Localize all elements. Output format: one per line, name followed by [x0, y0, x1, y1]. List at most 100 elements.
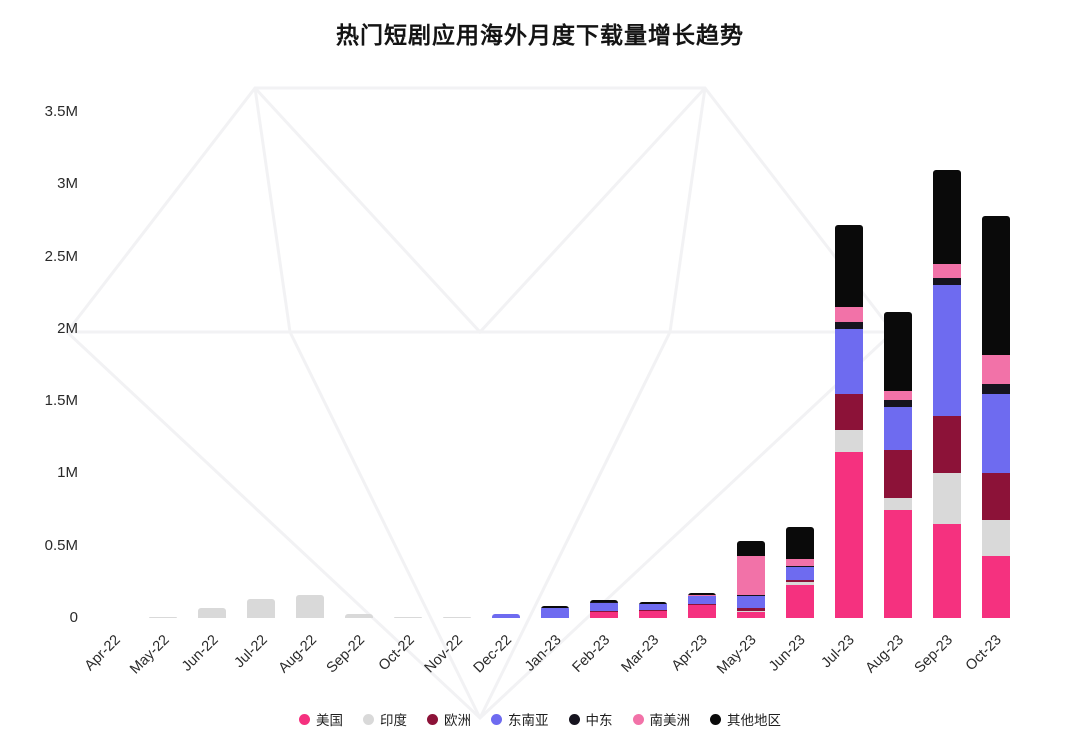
legend-label: 南美洲: [649, 713, 691, 728]
bar-May-23: [736, 541, 765, 618]
legend-label: 印度: [380, 713, 407, 728]
bar-segment-中东: [736, 594, 765, 597]
bar-Dec-22: [492, 613, 521, 618]
x-tick-label: Feb-23: [569, 632, 614, 676]
bar-segment-中东: [687, 595, 716, 597]
bar-Sep-23: [932, 169, 961, 618]
bar-segment-其他地区: [981, 216, 1010, 355]
bar-segment-印度: [198, 607, 227, 618]
bar-Aug-22: [296, 594, 325, 618]
bar-segment-欧洲: [687, 603, 716, 605]
bar-segment-中东: [589, 602, 618, 603]
bar-segment-南美洲: [932, 263, 961, 279]
bar-segment-中东: [883, 399, 912, 407]
x-tick-label: Sep-23: [911, 632, 956, 677]
x-tick-label: Oct-22: [375, 632, 418, 675]
bar-segment-其他地区: [834, 224, 863, 308]
bar-segment-东南亚: [785, 567, 814, 581]
y-tick-label: 0.5M: [44, 536, 78, 554]
bar-segment-南美洲: [785, 558, 814, 566]
bar-segment-东南亚: [492, 613, 521, 618]
bar-segment-南美洲: [883, 391, 912, 400]
legend-dot-icon: [363, 713, 374, 725]
bar-segment-印度: [981, 519, 1010, 556]
bar-segment-印度: [883, 497, 912, 510]
bar-segment-欧洲: [736, 607, 765, 611]
y-tick-label: 1.5M: [44, 392, 78, 410]
bar-segment-美国: [785, 584, 814, 618]
bar-segment-东南亚: [541, 607, 569, 618]
bar-segment-其他地区: [736, 541, 765, 556]
bar-segment-其他地区: [883, 311, 912, 392]
bar-segment-其他地区: [785, 526, 814, 559]
bar-segment-南美洲: [736, 555, 765, 595]
bar-segment-印度: [932, 473, 961, 525]
bar-segment-印度: [834, 430, 863, 452]
legend-item-其他地区: 其他地区: [710, 709, 781, 729]
legend-dot-icon: [299, 713, 310, 725]
bar-segment-印度: [149, 617, 178, 618]
bar-segment-其他地区: [541, 606, 569, 608]
bar-segment-印度: [736, 610, 765, 613]
legend-label: 东南亚: [508, 713, 549, 728]
x-tick-label: Jul-22: [231, 632, 271, 672]
bar-segment-美国: [932, 524, 961, 618]
bar-segment-印度: [247, 599, 276, 618]
bar-segment-东南亚: [687, 596, 716, 604]
bar-Nov-22: [443, 616, 472, 618]
bar-segment-其他地区: [687, 592, 716, 595]
bar-segment-其他地区: [638, 602, 667, 604]
bar-segment-东南亚: [981, 393, 1010, 474]
bar-segment-南美洲: [687, 594, 716, 596]
y-tick-label: 1M: [57, 464, 78, 482]
legend-item-东南亚: 东南亚: [491, 709, 549, 729]
bar-segment-南美洲: [834, 307, 863, 322]
bar-segment-东南亚: [589, 602, 618, 612]
x-tick-label: Jun-22: [179, 632, 222, 675]
bar-Jan-23: [541, 606, 569, 618]
bar-segment-其他地区: [589, 599, 618, 603]
x-tick-label: May-23: [714, 632, 761, 678]
x-tick-label: Mar-23: [618, 632, 663, 676]
x-tick-label: Aug-23: [862, 632, 907, 677]
bar-segment-东南亚: [883, 406, 912, 451]
legend-label: 欧洲: [444, 713, 471, 728]
bar-segment-美国: [736, 612, 765, 618]
y-tick-label: 3.5M: [44, 103, 78, 120]
legend-dot-icon: [568, 713, 580, 725]
x-tick-label: Oct-23: [962, 632, 1005, 675]
bar-Oct-22: [394, 617, 423, 618]
y-tick-label: 2.5M: [44, 247, 78, 265]
bar-segment-东南亚: [932, 285, 961, 416]
x-tick-label: May-22: [127, 632, 173, 678]
bar-May-22: [149, 617, 178, 618]
bar-segment-欧洲: [638, 610, 667, 611]
legend-dot-icon: [427, 713, 438, 725]
bar-segment-美国: [638, 610, 667, 618]
bar-segment-美国: [883, 509, 912, 618]
bar-segment-欧洲: [834, 393, 863, 431]
bar-segment-东南亚: [736, 596, 765, 608]
bar-segment-印度: [443, 616, 472, 618]
bar-segment-印度: [296, 594, 325, 618]
legend: 美国 印度 欧洲 东南亚 中东 南美洲 其他地区: [0, 707, 1080, 731]
bar-segment-中东: [785, 565, 814, 568]
bar-segment-东南亚: [834, 328, 863, 394]
legend-dot-icon: [491, 713, 502, 725]
legend-label: 中东: [585, 713, 613, 728]
bar-Apr-23: [687, 592, 716, 618]
legend-item-欧洲: 欧洲: [427, 709, 471, 729]
y-tick-label: 2M: [57, 319, 78, 337]
bar-Feb-23: [589, 599, 618, 618]
bar-Jun-23: [785, 526, 814, 618]
bar-segment-印度: [394, 617, 423, 618]
x-tick-label: Sep-22: [324, 632, 369, 677]
y-tick-label: 0: [69, 609, 78, 626]
y-tick-label: 3M: [57, 175, 78, 193]
bar-Aug-23: [883, 311, 912, 618]
x-tick-label: Nov-22: [422, 632, 467, 677]
bar-segment-美国: [981, 555, 1010, 618]
bar-Jun-22: [198, 607, 227, 618]
chart-title: 热门短剧应用海外月度下载量增长趋势: [336, 22, 744, 48]
